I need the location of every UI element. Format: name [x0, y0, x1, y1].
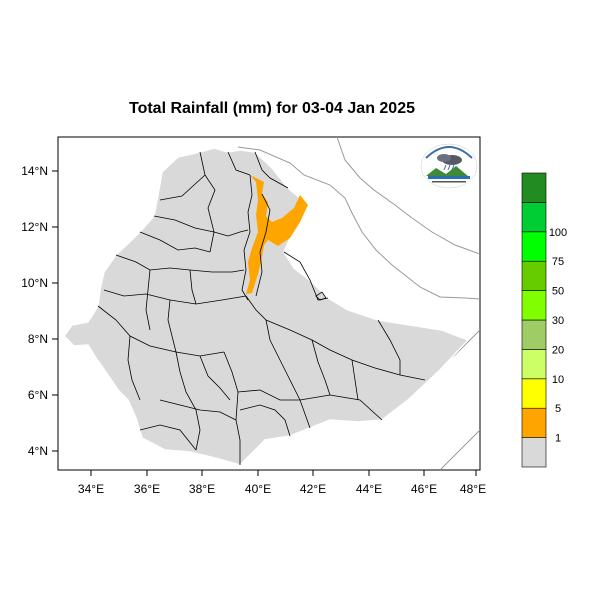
legend-swatch: [521, 172, 547, 203]
legend-label: 1: [555, 433, 561, 445]
legend-label: 30: [552, 315, 564, 327]
legend-swatch: [521, 260, 547, 291]
legend-swatch: [521, 407, 547, 438]
lat-tick-label: 12°N: [21, 220, 48, 234]
legend-swatch: [521, 290, 547, 321]
legend-label: 100: [549, 227, 567, 239]
country-landmass: [63, 147, 470, 466]
legend-swatch: [521, 231, 547, 262]
legend-label: 5: [555, 403, 561, 415]
lon-axis: 34°E 36°E 38°E 40°E 42°E 44°E 46°E 48°E: [78, 470, 486, 496]
lat-axis: 14°N 12°N 10°N 8°N 6°N 4°N: [21, 164, 58, 458]
agency-logo-icon: [420, 143, 478, 189]
lon-tick-label: 36°E: [134, 482, 160, 496]
lon-tick-label: 34°E: [78, 482, 104, 496]
legend-swatch: [521, 202, 547, 233]
coastline: [237, 146, 480, 300]
lat-tick-label: 6°N: [28, 388, 48, 402]
rainfall-area-1-5mm: [246, 175, 308, 294]
legend-label: 75: [552, 256, 564, 268]
lon-tick-label: 42°E: [300, 482, 326, 496]
admin-boundaries: [97, 151, 426, 465]
legend-swatch: [521, 349, 547, 380]
lon-tick-label: 46°E: [411, 482, 437, 496]
legend-label: 20: [552, 344, 564, 356]
lon-tick-label: 40°E: [245, 482, 271, 496]
lat-tick-label: 14°N: [21, 164, 48, 178]
legend-label: 10: [552, 374, 564, 386]
lat-tick-label: 10°N: [21, 276, 48, 290]
map-title: Total Rainfall (mm) for 03-04 Jan 2025: [129, 100, 415, 117]
legend-label: 50: [552, 286, 564, 298]
legend-swatch: [521, 437, 547, 468]
lat-tick-label: 4°N: [28, 444, 48, 458]
legend-swatch: [521, 378, 547, 409]
somalia-coast-south: [439, 429, 480, 470]
legend-swatch: [521, 319, 547, 350]
lon-tick-label: 38°E: [189, 482, 215, 496]
lon-tick-label: 44°E: [356, 482, 382, 496]
lon-tick-label: 48°E: [460, 482, 486, 496]
coastline-arabia: [336, 137, 480, 255]
map-body: [63, 137, 480, 470]
legend: 1 5 10 20 30 50 75 100: [521, 172, 567, 468]
lat-tick-label: 8°N: [28, 332, 48, 346]
